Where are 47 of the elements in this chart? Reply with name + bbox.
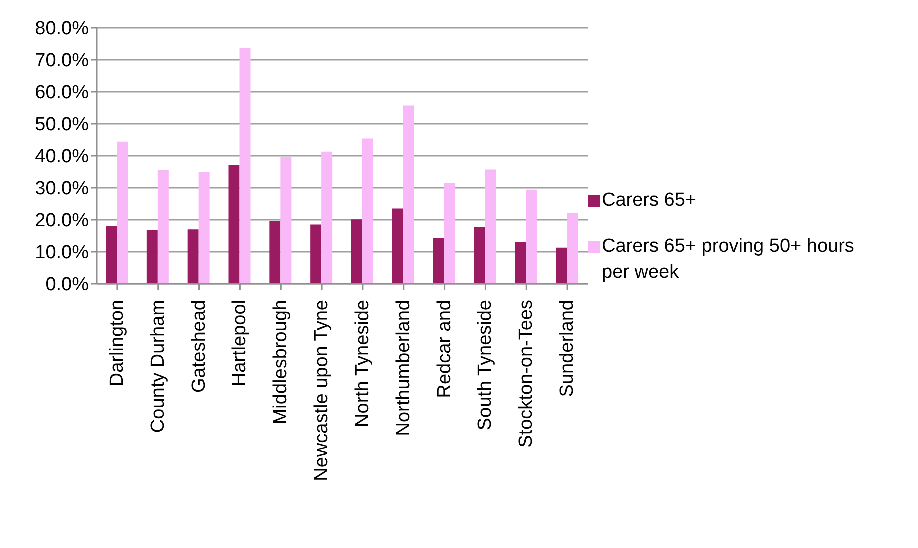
- y-tick-label: 60.0%: [35, 82, 90, 104]
- bar: [515, 242, 526, 284]
- bar: [146, 230, 158, 284]
- bar: [322, 152, 333, 284]
- y-tick-label: 30.0%: [35, 178, 90, 200]
- x-tick-label: Darlington: [106, 300, 128, 387]
- bar: [106, 226, 117, 284]
- y-tick-label: 80.0%: [35, 18, 90, 40]
- bar: [280, 156, 292, 284]
- legend-label: Carers 65+: [602, 189, 698, 213]
- bar: [392, 208, 404, 284]
- y-tick-label: 0.0%: [46, 274, 90, 296]
- bar: [198, 172, 210, 284]
- bar: [474, 227, 486, 284]
- y-tick-label: 50.0%: [35, 114, 90, 136]
- bar: [228, 164, 240, 284]
- x-tick-label: Newcastle upon Tyne: [312, 300, 333, 482]
- legend-label: Carers 65+ proving 50+ hours per week: [602, 235, 856, 285]
- bar: [240, 48, 251, 284]
- x-tick-label: Hartlepool: [230, 300, 251, 387]
- bar: [403, 106, 414, 284]
- x-tick-label: Stockton-on-Tees: [516, 300, 538, 448]
- bar: [310, 224, 322, 284]
- bar: [433, 238, 444, 284]
- bar: [362, 138, 374, 284]
- x-tick-label: Sunderland: [557, 300, 578, 398]
- x-tick-label: Middlesbrough: [270, 300, 292, 425]
- bar: [188, 230, 199, 284]
- bar: [158, 170, 169, 284]
- x-tick-label: North Tyneside: [352, 300, 374, 428]
- x-tick-label: Redcar and: [434, 300, 456, 398]
- bar: [556, 248, 568, 284]
- bar: [485, 170, 496, 284]
- bar: [444, 184, 456, 284]
- bar: [352, 220, 362, 284]
- x-tick-label: Gateshead: [188, 300, 210, 393]
- x-tick-label: County Durham: [148, 300, 169, 434]
- bar: [526, 190, 538, 284]
- y-tick-label: 70.0%: [35, 50, 90, 72]
- x-tick-label: Northumberland: [393, 300, 414, 436]
- bar: [270, 221, 281, 284]
- x-tick-label: South Tyneside: [475, 300, 496, 431]
- y-tick-label: 20.0%: [35, 210, 90, 232]
- y-tick-label: 40.0%: [35, 146, 90, 168]
- bar: [567, 212, 578, 284]
- bar: [117, 142, 128, 284]
- y-tick-label: 10.0%: [35, 242, 90, 264]
